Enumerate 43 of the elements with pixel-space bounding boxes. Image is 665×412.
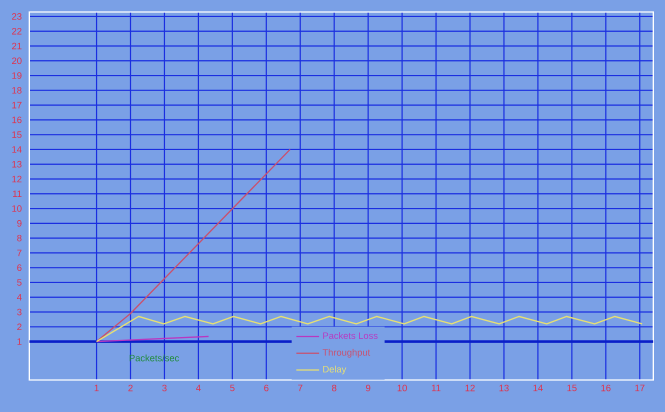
y-tick-label: 20 — [12, 57, 22, 64]
x-tick-label: 1 — [94, 384, 99, 392]
y-tick-label: 13 — [12, 160, 22, 168]
y-tick-label: 4 — [16, 294, 22, 300]
x-tick-label: 17 — [635, 384, 644, 392]
x-tick-label: 14 — [533, 384, 543, 392]
legend-label: Packets Loss — [323, 332, 378, 339]
x-tick-label: 13 — [499, 384, 509, 392]
y-tick-label: 2 — [17, 324, 22, 330]
x-tick-label: 9 — [366, 384, 370, 392]
x-tick-label: 8 — [332, 384, 336, 392]
y-tick-label: 14 — [12, 146, 22, 153]
y-tick-label: 1 — [17, 338, 22, 345]
x-tick-label: 6 — [264, 384, 268, 392]
x-tick-label: 5 — [230, 384, 235, 392]
x-tick-label: 12 — [466, 384, 475, 392]
x-tick-label: 2 — [128, 384, 133, 392]
x-tick-label: 7 — [298, 384, 302, 392]
x-tick-label: 10 — [398, 384, 407, 392]
y-tick-label: 10 — [12, 205, 22, 212]
legend-label: Throughput — [322, 348, 370, 358]
x-tick-label: 3 — [162, 384, 167, 392]
y-tick-label: 22 — [12, 28, 22, 34]
x-tick-label: 11 — [432, 384, 440, 392]
y-tick-label: 3 — [17, 308, 22, 316]
y-tick-label: 16 — [12, 116, 22, 124]
legend-label: Delay — [323, 366, 346, 374]
y-tick-label: 18 — [12, 87, 22, 94]
y-tick-label: 21 — [12, 42, 22, 50]
y-tick-label: 9 — [17, 220, 22, 227]
y-tick-label: 7 — [17, 250, 22, 256]
y-tick-label: 15 — [12, 131, 22, 138]
y-tick-label: 11 — [12, 190, 22, 197]
y-tick-label: 19 — [12, 72, 22, 79]
x-tick-label: 16 — [601, 384, 611, 392]
y-tick-label: 5 — [17, 279, 22, 286]
x-tick-label: 4 — [196, 384, 201, 392]
y-tick-label: 23 — [12, 13, 22, 20]
x-tick-label: 15 — [567, 384, 577, 392]
y-tick-label: 12 — [12, 176, 22, 182]
y-tick-label: 8 — [17, 234, 22, 242]
y-tick-label: 17 — [12, 102, 22, 108]
y-tick-label: 6 — [17, 264, 22, 271]
